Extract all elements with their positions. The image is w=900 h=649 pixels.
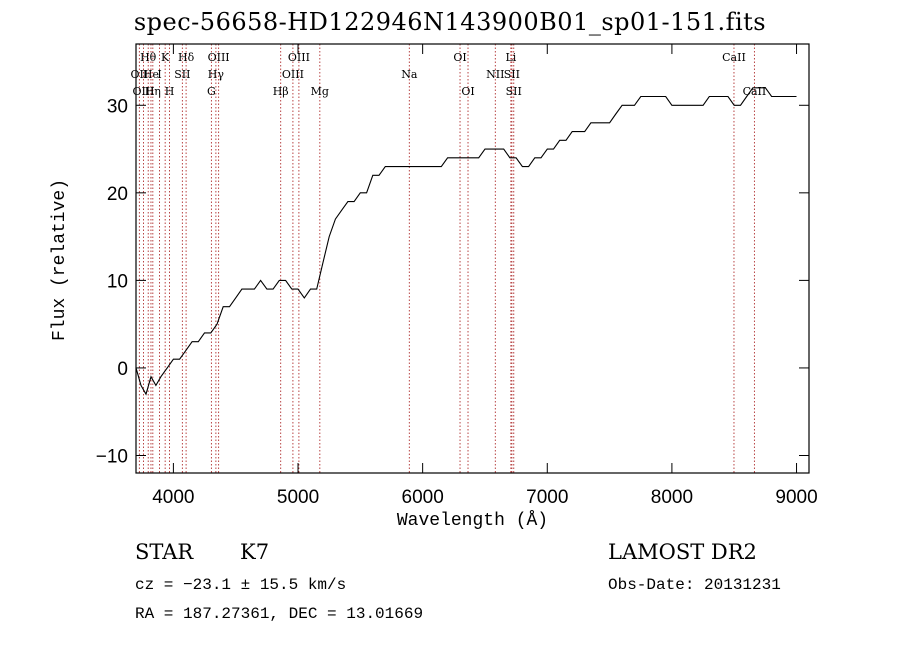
line-marker-label: Hδ — [178, 51, 195, 64]
y-tick-label: 10 — [107, 271, 128, 292]
x-tick-label: 4000 — [152, 487, 194, 508]
y-axis-ticks: −10 0 10 20 30 — [96, 96, 809, 467]
line-marker-label: Li — [505, 51, 516, 64]
spectral-class: STAR — [135, 540, 194, 564]
x-tick-label: 5000 — [277, 487, 319, 508]
line-marker-label: OII — [131, 68, 149, 81]
line-marker-label: He — [143, 68, 159, 81]
line-marker-label: Hβ — [273, 85, 289, 98]
line-marker-label: OIII — [208, 51, 230, 64]
line-marker-label: Na — [401, 68, 418, 81]
line-marker-label: I — [157, 68, 161, 81]
y-tick-label: 30 — [107, 96, 128, 117]
ra-dec-coordinates: RA = 187.27361, DEC = 13.01669 — [135, 605, 424, 623]
line-marker-label: Hγ — [208, 68, 225, 81]
line-marker-label: OIII — [288, 51, 310, 64]
y-axis-label: Flux (relative) — [50, 178, 70, 342]
redshift-cz: cz = −23.1 ± 15.5 km/s — [135, 576, 347, 594]
y-tick-label: −10 — [96, 446, 128, 467]
observation-date: Obs-Date: 20131231 — [608, 576, 781, 594]
line-marker-label: SII — [506, 85, 522, 98]
line-marker-label: H — [165, 85, 175, 98]
x-tick-label: 9000 — [775, 487, 817, 508]
line-marker-label: CaII — [743, 85, 767, 98]
line-marker-label: SII — [504, 68, 520, 81]
emission-line-labels: Hθ OII OIII He Hη K HI SII Hδ OIII Hγ G OIII OIII Hβ Mg… — [131, 51, 767, 98]
x-axis-ticks: 4000 5000 6000 7000 8000 9000 — [152, 44, 818, 508]
line-marker-label: G — [207, 85, 216, 98]
line-marker-label: Hθ — [140, 51, 157, 64]
line-marker-label: CaII — [722, 51, 746, 64]
spectral-subclass: K7 — [240, 540, 270, 564]
spectrum-series-line — [135, 87, 797, 396]
x-axis-label: Wavelength (Å) — [396, 511, 549, 531]
line-marker-label: NII — [486, 68, 504, 81]
x-tick-label: 8000 — [651, 487, 693, 508]
y-tick-label: 0 — [117, 359, 128, 380]
survey-name: LAMOST DR2 — [608, 540, 757, 564]
x-tick-label: 7000 — [526, 487, 568, 508]
line-marker-label: OI — [461, 85, 474, 98]
line-marker-label: OIII — [132, 85, 154, 98]
line-marker-label: OIII — [282, 68, 304, 81]
line-marker-label: OI — [453, 51, 466, 64]
line-marker-label: Mg — [311, 85, 329, 98]
plot-frame — [135, 43, 810, 474]
y-tick-label: 20 — [107, 184, 128, 205]
emission-line-markers — [138, 44, 755, 473]
line-marker-label: Hη — [145, 85, 161, 98]
chart-title: spec-56658-HD122946N143900B01_sp01-151.f… — [133, 8, 767, 36]
line-marker-label: K — [161, 51, 170, 64]
line-marker-label: SII — [174, 68, 190, 81]
x-tick-label: 6000 — [402, 487, 444, 508]
